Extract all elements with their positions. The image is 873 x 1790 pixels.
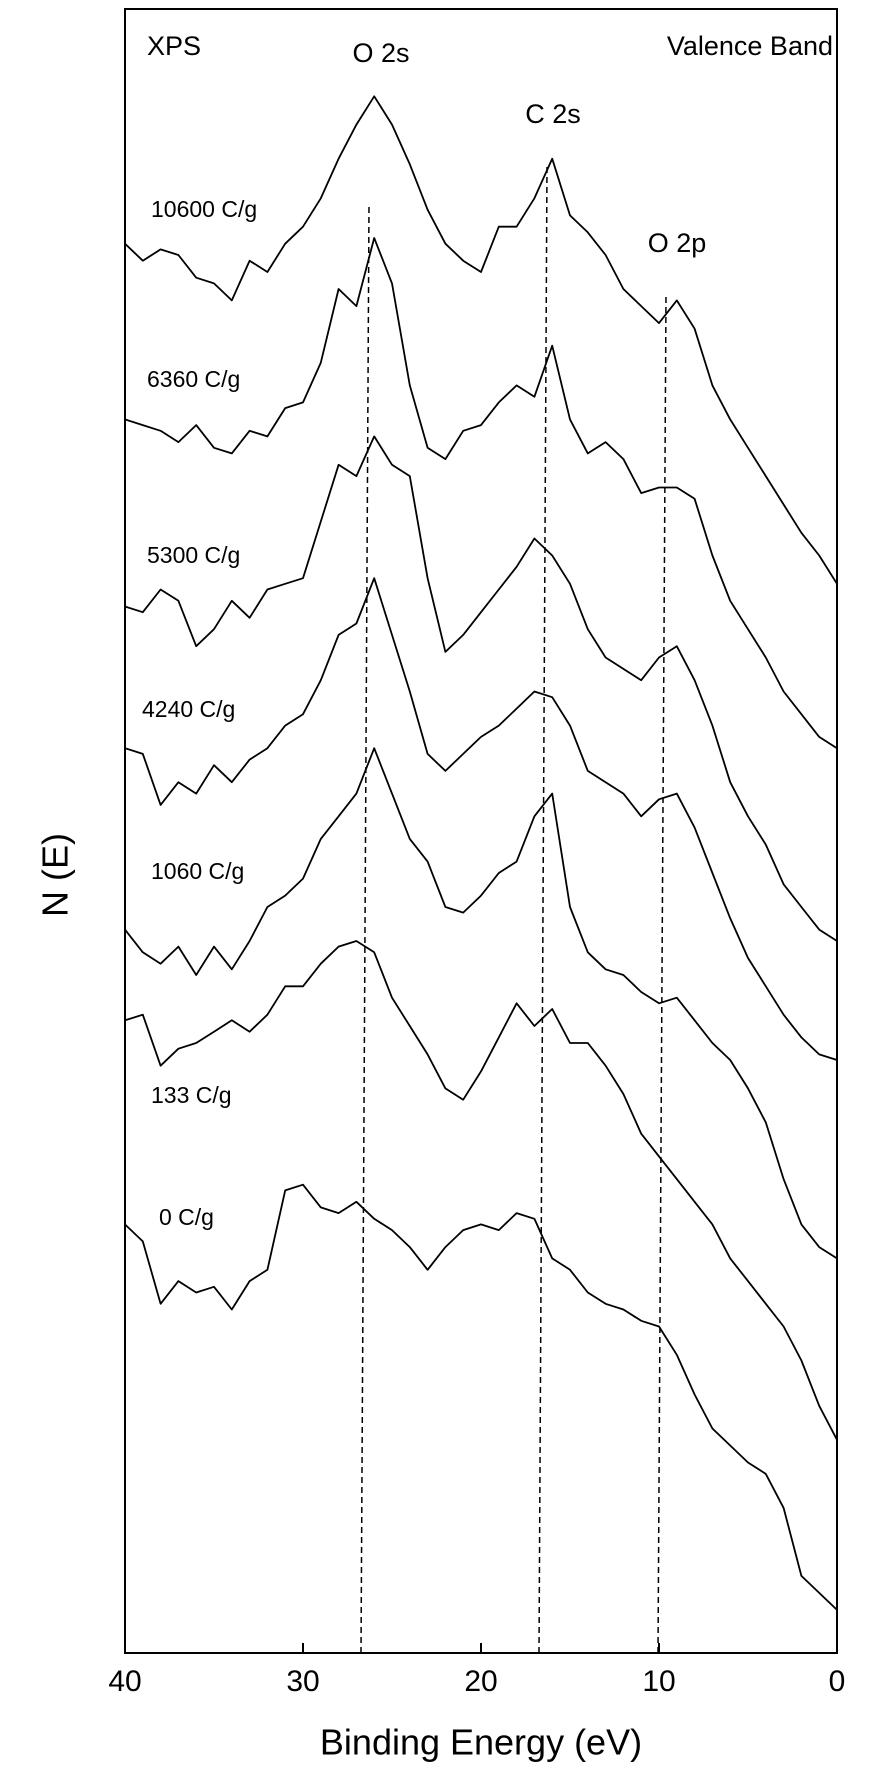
series-label: 10600 C/g [151,196,257,222]
o2s-marker [360,204,370,1654]
x-tick-label: 0 [829,1665,846,1698]
annotation: O 2p [648,228,707,258]
x-axis-title: Binding Energy (eV) [320,1722,642,1763]
x-tick-label: 30 [286,1665,319,1698]
annotation: Valence Band [667,31,833,61]
spectrum-line [124,747,838,1260]
series-label: 1060 C/g [151,858,244,884]
series-label: 6360 C/g [147,366,240,392]
series-label: 5300 C/g [147,542,240,568]
series-label: 133 C/g [151,1082,232,1108]
spectrum-line [124,1183,838,1611]
o2p-marker [657,295,667,1654]
x-tick-label: 10 [642,1665,675,1698]
series-label: 4240 C/g [142,696,235,722]
spectrum-line [124,237,838,749]
spectrum-line [124,940,838,1441]
x-tick-label: 40 [108,1665,141,1698]
y-axis-title: N (E) [35,833,76,917]
spectrum-line [124,95,838,585]
spectrum-line [124,435,838,942]
peak-markers [360,164,667,1654]
annotation: O 2s [352,38,409,68]
series-label: 0 C/g [159,1204,214,1230]
spectrum-line [124,577,838,1061]
annotation: C 2s [525,99,581,129]
x-tick-label: 20 [464,1665,497,1698]
annotation: XPS [147,31,201,61]
plot-frame [124,8,838,1654]
c2s-marker [538,164,548,1654]
